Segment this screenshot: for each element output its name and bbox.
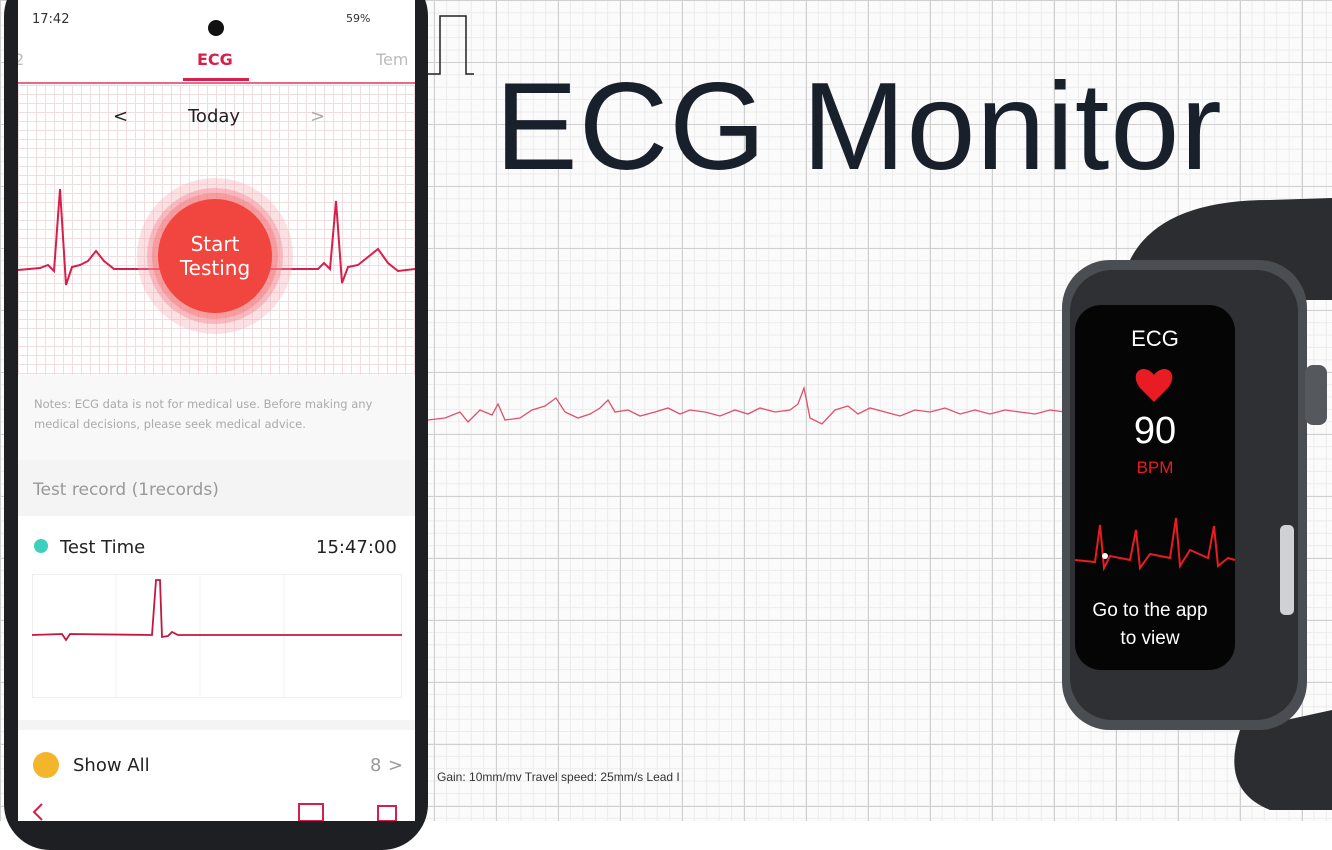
tab-underline (183, 78, 249, 81)
tab[interactable]: Tem (376, 50, 408, 69)
record-chart[interactable] (32, 574, 402, 698)
phone-screen: 17:42 59% 2 ECG Tem < Today > Start Test… (18, 0, 415, 821)
notes-line: Notes: ECG data is not for medical use. … (34, 397, 372, 411)
divider (18, 720, 415, 730)
tab-active[interactable]: ECG (197, 50, 233, 69)
watch-message: Go to the app (1075, 600, 1225, 622)
show-all-label[interactable]: Show All (73, 755, 150, 776)
camera (208, 20, 224, 36)
back-icon[interactable] (34, 804, 42, 820)
smartwatch (1040, 190, 1332, 821)
trace-cursor (1102, 553, 1108, 559)
watch-button (1280, 525, 1294, 615)
caption: Gain: 10mm/mv Travel speed: 25mm/s Lead … (437, 770, 680, 784)
record-header: Test record (1records) (33, 480, 219, 500)
status-time: 17:42 (32, 12, 69, 27)
show-all-chevron[interactable]: > (388, 755, 403, 776)
watch-title: ECG (1075, 326, 1235, 352)
share-icon[interactable] (378, 806, 396, 821)
ecg-trace (428, 388, 1065, 424)
ecg-icon[interactable] (299, 804, 323, 821)
start-label[interactable]: Testing (158, 256, 272, 280)
tab[interactable]: 2 (18, 50, 24, 69)
notes-line: medical decisions, please seek medical a… (34, 417, 306, 431)
watch-value: 90 (1075, 410, 1235, 453)
tab-divider (18, 82, 415, 84)
record-dot (34, 539, 48, 553)
chart-frame (33, 575, 402, 698)
record-time: 15:47:00 (316, 537, 397, 558)
headline: ECG Monitor (495, 56, 1223, 198)
start-label[interactable]: Start (158, 232, 272, 256)
watch-crown (1305, 365, 1327, 425)
calibration-pulse (428, 16, 474, 74)
show-all-count: 8 (370, 755, 381, 776)
page: ECG Monitor Gain: 10mm/mv Travel speed: … (0, 0, 1332, 821)
status-battery: 59% (346, 12, 370, 25)
show-all-icon (33, 752, 59, 778)
bottom-nav (18, 796, 415, 821)
watch-unit: BPM (1075, 458, 1235, 478)
record-label: Test Time (60, 537, 145, 558)
watch-message: to view (1075, 628, 1225, 650)
